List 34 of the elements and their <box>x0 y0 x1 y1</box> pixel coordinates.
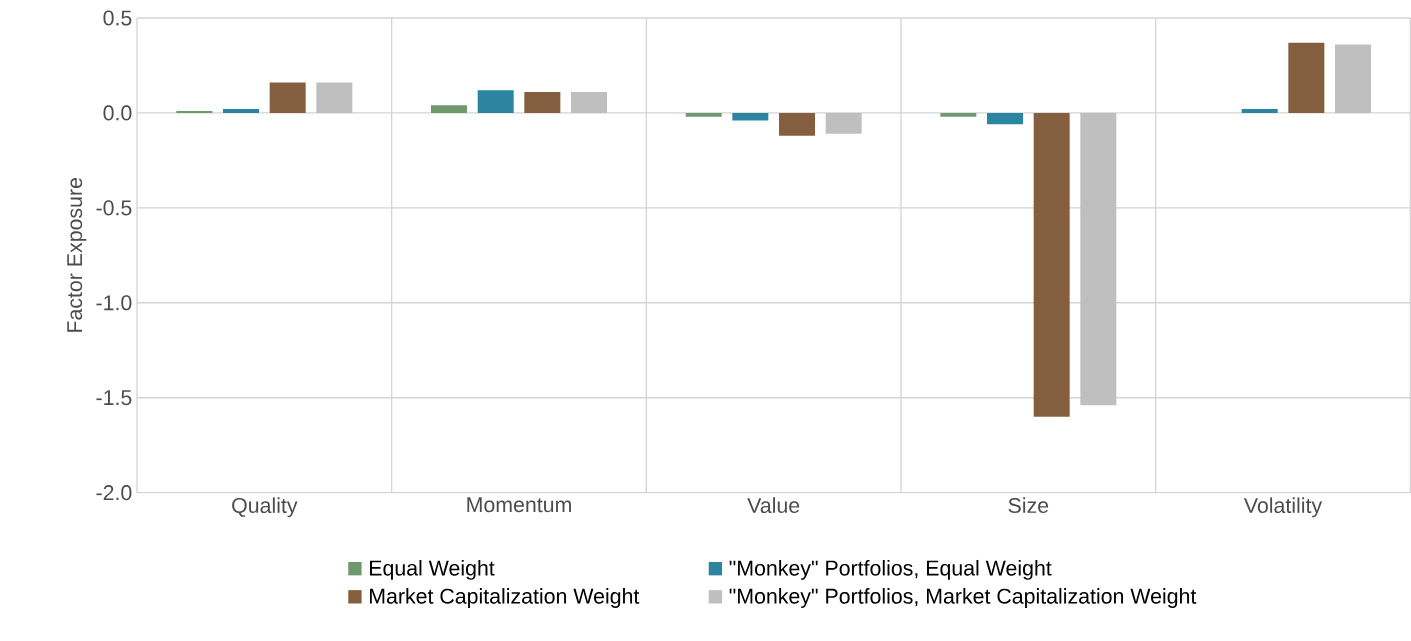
bar <box>685 112 722 117</box>
bar <box>732 112 769 121</box>
bar <box>1033 112 1070 417</box>
bar <box>571 92 607 113</box>
x-tick-label: Value <box>747 497 800 514</box>
bar <box>825 112 862 134</box>
y-tick-label: -0.5 <box>96 200 132 216</box>
bar <box>223 109 259 113</box>
x-tick-label: Momentum <box>467 497 571 513</box>
bar <box>477 90 514 113</box>
y-tick-label: -1.0 <box>96 295 132 311</box>
bar <box>1080 112 1117 406</box>
x-tick-label: Volatility <box>1243 497 1323 518</box>
x-tick-label: Quality <box>232 497 298 518</box>
bar <box>779 112 815 136</box>
bar <box>1288 42 1325 113</box>
y-tick-label: 0.5 <box>103 10 132 26</box>
legend-label: "Monkey" Portfolios, Market Capitalization Weight <box>729 588 1197 608</box>
legend-label: Equal Weight <box>370 559 495 580</box>
bar <box>431 105 467 113</box>
y-tick-label: -2.0 <box>96 485 132 501</box>
bar <box>1241 109 1278 113</box>
y-axis-title: Factor Exposure <box>67 178 87 332</box>
bar <box>1335 44 1371 113</box>
bar <box>269 82 306 113</box>
legend-label: Market Capitalization Weight <box>370 588 640 608</box>
legend-label: "Monkey" Portfolios, Equal Weight <box>729 559 1052 580</box>
bar <box>940 112 977 117</box>
y-tick-label: 0.0 <box>103 105 132 121</box>
bar <box>316 82 353 113</box>
y-tick-label: -1.5 <box>96 390 132 406</box>
x-tick-label: Size <box>1008 497 1049 514</box>
bar <box>987 112 1023 125</box>
bar <box>524 92 561 113</box>
